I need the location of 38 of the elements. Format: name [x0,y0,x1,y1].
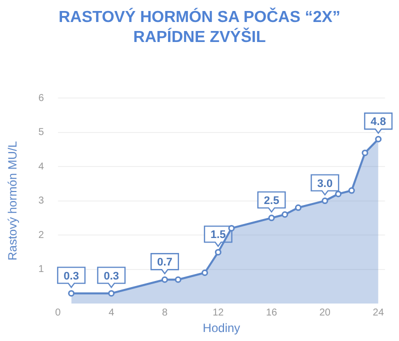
point [68,290,75,297]
y-tick-label: 3 [38,196,44,207]
x-tick-label: 4 [108,307,115,318]
point [268,214,275,222]
data-label: 0.3 [64,270,79,282]
data-label: 0.3 [104,270,120,282]
x-tick-label: 16 [266,307,278,318]
point [322,198,328,204]
point [335,190,342,198]
data-label: 1.5 [210,229,226,242]
point [202,270,208,276]
x-tick-label: 0 [55,307,62,318]
data-label: 4.8 [370,116,386,128]
y-tick-label: 2 [38,230,44,241]
point [214,248,222,256]
chart-title: RASTOVÝ HORMÓN SA POČAS “2X” RAPÍDNE ZVÝŠIL [58,8,342,48]
point [375,136,382,142]
y-tick-label: 4 [38,161,44,172]
y-tick-label: 1 [38,264,44,276]
x-axis-title: Hodiny [202,321,240,336]
data-label: 2.5 [264,194,280,207]
point [294,204,302,211]
point [108,290,115,297]
point [362,150,368,156]
data-label: 3.0 [317,178,333,190]
point [348,187,355,194]
x-tick-label: 24 [372,307,384,318]
point [228,224,235,232]
point [282,211,288,218]
point [174,276,182,283]
x-tick-label: 8 [162,307,168,318]
x-tick-label: 12 [212,307,224,318]
x-tick-label: 20 [319,307,331,318]
y-axis-title: Rastový hormón MU/L [6,140,20,260]
data-label: 0.7 [157,256,172,269]
point [162,276,168,283]
y-tick-label: 5 [38,127,44,138]
y-tick-label: 6 [38,92,44,104]
